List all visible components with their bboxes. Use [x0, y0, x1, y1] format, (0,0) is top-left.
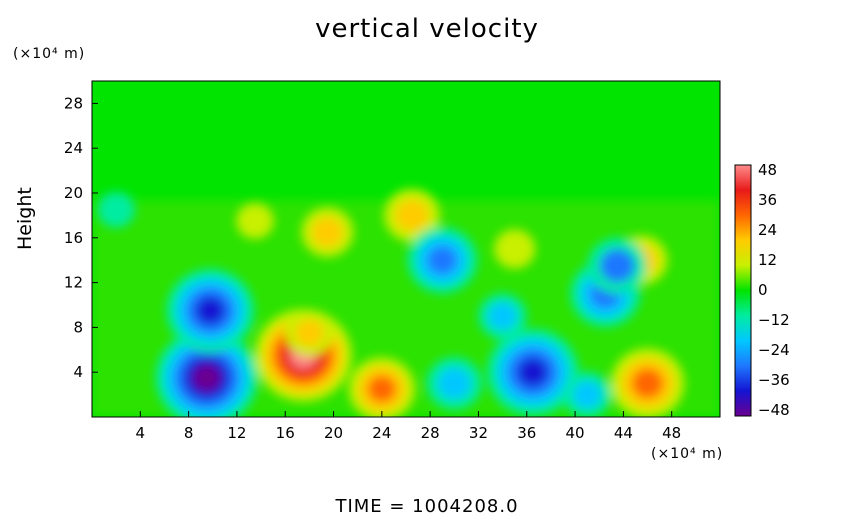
x-tick-label: 24	[372, 424, 391, 442]
x-tick-label: 28	[421, 424, 440, 442]
y-tick-label: 28	[64, 94, 83, 112]
x-tick-label: 40	[566, 424, 585, 442]
colorbar-tick-label: 36	[758, 191, 777, 209]
contour-blob-4-3	[367, 375, 397, 403]
x-tick-label: 8	[184, 424, 194, 442]
contour-blob-12-4	[195, 296, 226, 325]
contour-blob-15-2	[599, 248, 636, 283]
x-tick-label: 20	[324, 424, 343, 442]
x-tick-label: 32	[469, 424, 488, 442]
contour-blob-8-2	[395, 199, 429, 232]
time-label: TIME = 1004208.0	[335, 496, 519, 517]
x-tick-label: 16	[276, 424, 295, 442]
contour-blob-3-3	[631, 368, 664, 399]
colorbar-tick-label: 12	[758, 251, 777, 269]
contour-blob-0-5	[192, 364, 221, 392]
x-tick-label: 4	[136, 424, 146, 442]
y-tick-label: 24	[64, 139, 83, 157]
contour-blob-18-1	[97, 191, 135, 228]
contour-blob-17-1	[236, 203, 274, 239]
y-axis-unit: (×10⁴ m)	[13, 46, 86, 62]
colorbar-tick-label: −24	[758, 341, 790, 359]
colorbar-tick-label: −48	[758, 401, 790, 419]
y-tick-label: 20	[64, 184, 83, 202]
colorbar-tick-label: 48	[758, 161, 777, 179]
contour-blob-7-2	[294, 319, 324, 347]
y-tick-label: 8	[73, 318, 83, 336]
contour-blob-5-2	[437, 367, 471, 400]
x-tick-label: 44	[614, 424, 633, 442]
colorbar-tick-label: −12	[758, 311, 790, 329]
plot-area	[92, 81, 720, 417]
contour-blob-9-2	[311, 217, 344, 248]
colorbar-tick-label: 24	[758, 221, 777, 239]
contour-blob-10-1	[494, 229, 536, 269]
contour-blob-6-2	[572, 380, 602, 409]
contour-blob-13-3	[427, 245, 458, 275]
plot-frame	[91, 80, 721, 418]
y-tick-label: 4	[73, 363, 83, 381]
x-tick-label: 36	[517, 424, 536, 442]
colorbar	[734, 164, 752, 417]
y-tick-label: 16	[64, 229, 83, 247]
contour-blob-2-4	[517, 357, 549, 387]
colorbar-tick-label: 0	[758, 281, 768, 299]
colorbar-tick-label: −36	[758, 371, 790, 389]
x-axis-unit: (×10⁴ m)	[651, 446, 724, 462]
y-tick-label: 12	[64, 274, 83, 292]
contour-blob-16-2	[488, 302, 518, 330]
x-tick-label: 12	[227, 424, 246, 442]
x-tick-label: 48	[662, 424, 681, 442]
chart-title: vertical velocity	[315, 14, 539, 44]
